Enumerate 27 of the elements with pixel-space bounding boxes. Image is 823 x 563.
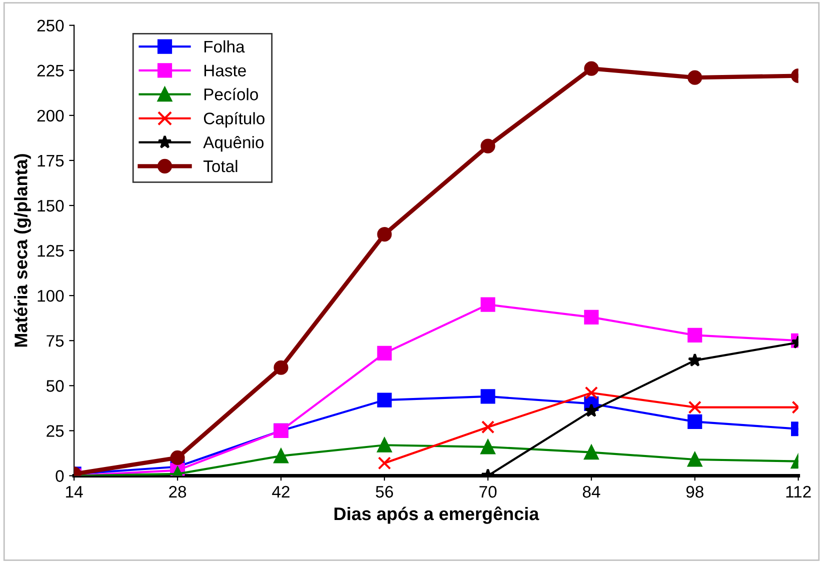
y-tick-label: 250 — [37, 20, 64, 32]
legend-label: Folha — [204, 40, 245, 53]
legend-label: Haste — [204, 64, 246, 76]
y-axis-title: Matéria seca (g/planta) — [14, 154, 31, 347]
x-tick-label: 14 — [66, 486, 83, 498]
x-tick-label: 28 — [169, 486, 186, 498]
y-tick-label: 100 — [38, 290, 64, 302]
x-tick-label: 84 — [582, 486, 600, 498]
x-tick-label: 98 — [686, 486, 704, 498]
y-tick-label: 150 — [38, 200, 64, 212]
y-tick-label: 200 — [37, 110, 64, 122]
y-tick-label: 225 — [37, 64, 64, 77]
x-tick-label: 70 — [480, 486, 497, 498]
legend-label: Aquênio — [203, 136, 264, 152]
x-tick-label: 112 — [786, 486, 811, 498]
y-tick-label: 175 — [38, 155, 64, 167]
legend-label: Capítulo — [204, 112, 264, 128]
x-tick-label: 42 — [272, 486, 290, 498]
legend-label: Total — [203, 160, 238, 172]
y-tick-label: 0 — [56, 470, 64, 482]
x-axis-title: Dias após a emergência — [334, 506, 540, 524]
y-tick-label: 75 — [46, 335, 64, 347]
legend-label: Pecíolo — [204, 88, 258, 100]
y-tick-label: 50 — [46, 380, 64, 392]
y-tick-label: 125 — [38, 244, 64, 257]
x-tick-label: 56 — [376, 486, 393, 498]
y-tick-label: 25 — [46, 425, 64, 437]
